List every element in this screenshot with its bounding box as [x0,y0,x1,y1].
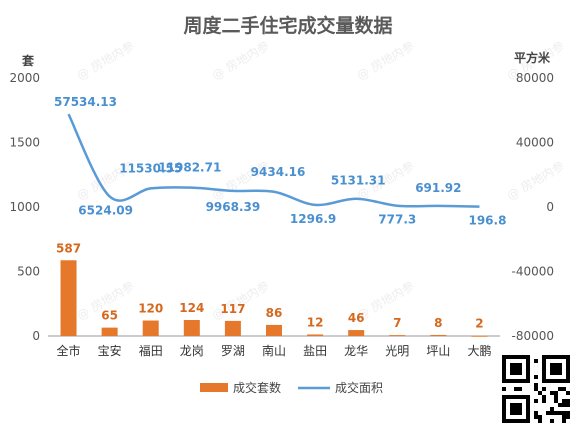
bar [389,335,406,337]
line-value-label: 196.8 [468,214,506,228]
watermark: @ 房地内参 [504,158,567,203]
category-label: 光明 [385,344,409,358]
category-label: 南山 [262,343,286,358]
watermark-layer: @ 房地内参 @ 房地内参 @ 房地内参 @ 房地内参@ 房地内参 @ 房地内参 @ 房地… [74,38,567,323]
line-value-label: 691.92 [415,181,461,195]
category-label: 坪山 [426,344,450,358]
right-tick-label: 80000 [516,71,554,85]
legend-bar-swatch [200,383,228,392]
bar-data-labels: 587 65 120 124 117 86 12 46 7 8 2 [56,241,484,330]
bar-value-label: 124 [179,301,204,315]
bar [142,320,159,336]
line-value-label: 777.3 [378,213,416,227]
right-tick-label: -80000 [511,329,554,343]
bar [307,334,324,336]
bar-value-label: 587 [56,241,81,255]
line-value-label: 11982.71 [158,161,221,175]
bar [183,320,200,336]
line-value-label: 57534.13 [54,95,117,109]
right-tick-label: -40000 [511,265,554,279]
left-axis-unit: 套 [21,53,35,68]
right-axis-ticks: -80000 -40000 0 40000 80000 [511,71,554,343]
bar-value-label: 8 [434,316,442,330]
line-value-label: 9968.39 [206,200,261,214]
category-label: 宝安 [98,343,122,358]
legend-line-label: 成交面积 [335,380,383,395]
bar [266,324,282,336]
bar-series [60,260,488,337]
bar [60,260,77,336]
line-value-label: 11530.55 [119,161,182,175]
watermark: @ 房地内参 [209,38,272,83]
line-series [67,113,480,208]
line-value-label: 1296.9 [290,212,336,226]
watermark: @ 房地内参 [74,38,137,83]
bar-value-label: 12 [307,315,324,329]
category-label: 龙岗 [180,344,204,358]
left-axis-ticks: 0 500 1000 1500 2000 [9,71,40,343]
category-label: 盐田 [303,344,327,358]
bar-value-label: 46 [348,311,365,325]
bar [224,320,241,336]
right-tick-label: 0 [546,200,554,214]
right-tick-label: 40000 [516,136,554,150]
bar-value-label: 2 [475,317,483,331]
bar-value-label: 120 [138,302,163,316]
line-value-label: 6524.09 [78,203,133,217]
legend: 成交套数 成交面积 [200,380,383,395]
category-labels: 全市 宝安 福田 龙岗 罗湖 南山 盐田 龙华 光明 坪山 大鹏 [57,343,492,358]
left-tick-label: 2000 [9,71,40,85]
bar-value-label: 86 [266,306,283,320]
chart-title: 周度二手住宅成交量数据 [183,14,392,37]
line-value-label: 5131.31 [331,174,386,188]
watermark: @ 房地内参 [354,38,417,83]
left-tick-label: 1000 [9,200,40,214]
category-label: 罗湖 [221,343,245,358]
bar-value-label: 117 [220,302,245,316]
right-axis-unit: 平方米 [514,50,551,65]
bar-value-label: 65 [101,309,118,323]
left-tick-label: 500 [17,265,40,279]
category-label: 龙华 [344,344,368,358]
left-tick-label: 0 [32,329,40,343]
bar [471,335,488,337]
category-label: 大鹏 [467,344,491,358]
line-value-label: 9434.16 [251,165,306,179]
bar-value-label: 7 [393,316,401,330]
left-tick-label: 1500 [9,136,40,150]
qr-code [502,355,570,423]
bar [101,327,118,336]
category-label: 全市 [57,343,81,358]
category-label: 福田 [139,343,163,358]
bar [430,334,447,336]
legend-bar-label: 成交套数 [233,380,281,395]
bar [348,330,365,336]
